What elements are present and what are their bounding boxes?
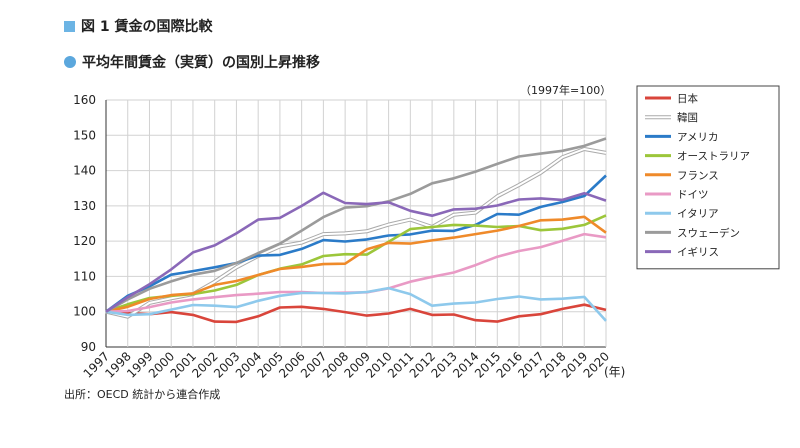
series-lines bbox=[105, 137, 607, 324]
legend-label: イタリア bbox=[677, 208, 719, 220]
bullet-dot-icon bbox=[64, 56, 76, 68]
series-line bbox=[105, 215, 607, 313]
legend-label: アメリカ bbox=[677, 131, 718, 143]
y-tick-label: 100 bbox=[73, 305, 96, 319]
series-line bbox=[105, 191, 607, 313]
legend-label: イギリス bbox=[677, 247, 719, 259]
legend-label: ドイツ bbox=[677, 189, 709, 201]
y-tick-label: 110 bbox=[73, 269, 96, 283]
chart-title: 平均年間賃金（実質）の国別上昇推移 bbox=[64, 52, 320, 72]
x-tick-labels: 1997199819992000200120022003200420052006… bbox=[81, 349, 612, 380]
x-unit-label: (年) bbox=[604, 365, 625, 379]
legend-label: 日本 bbox=[677, 92, 698, 105]
unit-note: （1997年=100） bbox=[520, 84, 612, 97]
legend-label: スウェーデン bbox=[677, 226, 740, 239]
y-tick-label: 140 bbox=[73, 164, 96, 178]
source-note: 出所：OECD 統計から連合作成 bbox=[64, 388, 221, 401]
legend-label: フランス bbox=[677, 170, 719, 182]
grid-lines bbox=[105, 99, 607, 348]
series-line bbox=[105, 286, 607, 322]
y-tick-label: 130 bbox=[73, 199, 96, 213]
figure-title-text: 図 1 賃金の国際比較 bbox=[81, 19, 213, 35]
figure-title: 図 1 賃金の国際比較 bbox=[64, 16, 213, 36]
y-tick-labels: 90 100 110 120 130 140 150 160 bbox=[73, 93, 96, 354]
legend-label: オーストラリア bbox=[677, 151, 750, 163]
series-line bbox=[105, 137, 607, 313]
chart-title-text: 平均年間賃金（実質）の国別上昇推移 bbox=[82, 55, 320, 71]
y-tick-label: 160 bbox=[73, 93, 96, 107]
y-tick-label: 150 bbox=[73, 128, 96, 142]
series-line bbox=[105, 174, 607, 313]
y-tick-label: 120 bbox=[73, 234, 96, 248]
series-line bbox=[105, 303, 607, 324]
legend-label: 韓国 bbox=[677, 112, 698, 124]
title-square-icon bbox=[64, 20, 75, 32]
y-tick-label: 90 bbox=[81, 340, 96, 354]
